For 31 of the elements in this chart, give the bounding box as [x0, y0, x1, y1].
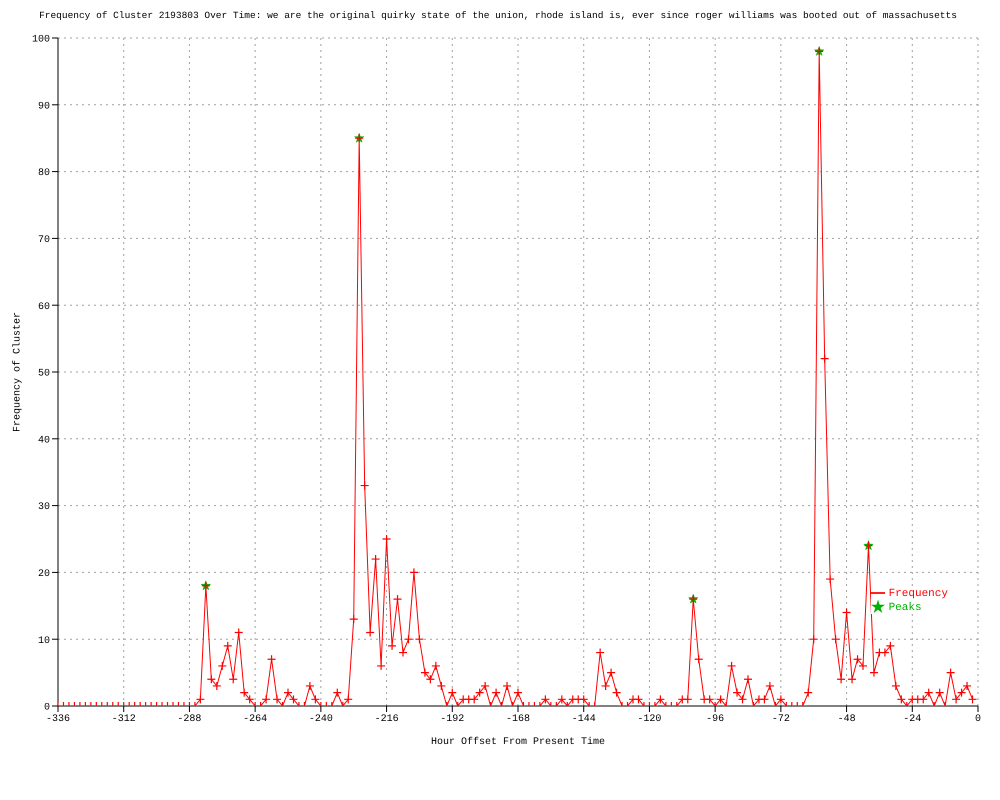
y-axis-title: Frequency of Cluster [12, 312, 24, 432]
y-tick-label: 40 [38, 435, 50, 446]
x-tick-label: -96 [706, 714, 724, 726]
x-tick-label: -72 [772, 714, 790, 726]
x-tick-label: -264 [243, 714, 268, 726]
x-tick-label: -192 [440, 714, 464, 726]
y-tick-label: 0 [44, 702, 50, 714]
y-tick-label: 10 [38, 636, 50, 647]
x-tick-label: -48 [838, 714, 856, 726]
y-tick-label: 100 [32, 34, 50, 46]
x-axis-title: Hour Offset From Present Time [430, 736, 606, 748]
y-tick-label: 70 [38, 234, 50, 246]
x-tick-label: -24 [903, 714, 922, 726]
legend-label: Peaks [888, 602, 922, 614]
x-tick-label: -168 [506, 714, 530, 726]
legend-label: Frequency [888, 588, 948, 600]
x-tick-label: -336 [46, 714, 70, 726]
y-tick-label: 50 [38, 368, 50, 380]
y-tick-label: 90 [38, 101, 50, 112]
y-tick-label: 20 [38, 568, 50, 580]
x-tick-label: -144 [572, 714, 596, 726]
x-tick-label: -240 [308, 714, 333, 726]
x-tick-label: -312 [112, 714, 136, 726]
y-tick-label: 60 [38, 302, 50, 313]
x-tick-label: 0 [974, 714, 982, 726]
x-tick-label: -120 [637, 714, 662, 726]
y-tick-label: 80 [38, 168, 50, 180]
chart-title: Frequency of Cluster 2193803 Over Time: we are the original quirky state of the union, rhode island is, ever since roger williams was booted out of massachusetts [38, 9, 958, 23]
x-tick-label: -216 [374, 714, 399, 726]
y-tick-label: 30 [38, 502, 50, 514]
x-tick-label: -288 [177, 714, 202, 726]
